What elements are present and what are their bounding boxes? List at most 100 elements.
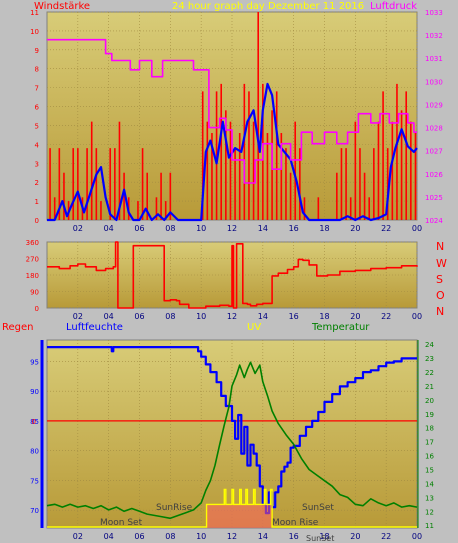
y-left-tick-label: 90 bbox=[30, 289, 39, 297]
x-tick-label: 04 bbox=[104, 312, 114, 321]
moonset-annotation: Moon Set bbox=[100, 518, 143, 528]
y-right-tick-label: 18 bbox=[425, 425, 434, 433]
graph-date-title: 24 hour graph day Dezember 11 2016 bbox=[172, 1, 364, 12]
x-tick-label: 20 bbox=[350, 312, 360, 321]
x-tick-label: 02 bbox=[73, 224, 83, 233]
uv-area bbox=[206, 504, 273, 528]
x-tick-label: 08 bbox=[165, 224, 175, 233]
y-left-tick-label: 3 bbox=[35, 160, 39, 168]
y-left-tick-label: 8 bbox=[35, 66, 39, 74]
x-tick-label: 22 bbox=[381, 312, 391, 321]
y-right-tick-label: 24 bbox=[425, 341, 434, 349]
x-tick-label: 18 bbox=[319, 532, 329, 541]
y-right-tick-label: 1026 bbox=[425, 171, 443, 179]
uv-series-line bbox=[47, 488, 417, 528]
sunset-annotation: SunSet bbox=[302, 503, 334, 513]
compass-n-bottom: N bbox=[436, 305, 444, 318]
y-left-tick-label: 5 bbox=[35, 122, 39, 130]
y-right-tick-label: 1024 bbox=[425, 217, 443, 225]
y-right-tick-label: 22 bbox=[425, 369, 434, 377]
y-left-tick-label: 70 bbox=[30, 507, 39, 515]
humidity-label: Luftfeuchte bbox=[66, 322, 123, 333]
x-tick-label: 10 bbox=[196, 312, 206, 321]
x-tick-label: 22 bbox=[381, 224, 391, 233]
sunrise-annotation: SunRise bbox=[156, 503, 193, 513]
y-right-tick-label: 16 bbox=[425, 453, 434, 461]
compass-w: W bbox=[436, 257, 447, 270]
y-right-tick-label: 1028 bbox=[425, 125, 443, 133]
y-left-tick-label: 360 bbox=[26, 239, 39, 247]
y-left-tick-label: 7 bbox=[35, 85, 39, 93]
astro-annotations: SunRise SunSet Moon Set Moon Rise SunSet bbox=[100, 503, 334, 543]
y-left-tick-label: 85 bbox=[30, 418, 39, 426]
temperatur-series-line bbox=[46, 361, 418, 520]
y-left-tick-label: 270 bbox=[26, 256, 39, 264]
y-right-tick-label: 11 bbox=[425, 522, 434, 530]
y-left-tick-label: 9 bbox=[35, 47, 39, 55]
luftdruck-series-line bbox=[47, 38, 417, 184]
uv-label: UV bbox=[247, 322, 261, 333]
x-tick-label: 00 bbox=[412, 224, 422, 233]
x-tick-label: 16 bbox=[289, 224, 299, 233]
x-tick-label: 18 bbox=[319, 224, 329, 233]
y-left-tick-label: 1 bbox=[35, 198, 39, 206]
wind-pressure-plot-area bbox=[46, 11, 418, 221]
y-left-tick-label: 4 bbox=[35, 141, 40, 149]
series-layer bbox=[46, 12, 418, 528]
compass-labels: N W S O N bbox=[436, 240, 447, 318]
x-tick-label: 14 bbox=[258, 312, 268, 321]
x-tick-label: 20 bbox=[350, 532, 360, 541]
x-tick-label: 12 bbox=[227, 532, 237, 541]
compass-o: O bbox=[436, 289, 445, 302]
x-tick-label: 02 bbox=[73, 532, 83, 541]
x-tick-label: 08 bbox=[165, 532, 175, 541]
grid-layer bbox=[47, 11, 418, 528]
y-left-tick-label: 0 bbox=[35, 305, 39, 313]
x-tick-label: 00 bbox=[412, 312, 422, 321]
x-tick-label: 14 bbox=[258, 532, 268, 541]
y-left-tick-label: 10 bbox=[30, 28, 39, 36]
pressure-label: Luftdruck bbox=[370, 1, 417, 12]
y-left-tick-label: 95 bbox=[30, 358, 39, 366]
y-right-tick-label: 21 bbox=[425, 383, 434, 391]
x-tick-label: 02 bbox=[73, 312, 83, 321]
y-right-tick-label: 20 bbox=[425, 397, 434, 405]
x-tick-label: 18 bbox=[319, 312, 329, 321]
x-tick-label: 06 bbox=[134, 312, 144, 321]
y-right-tick-label: 19 bbox=[425, 411, 434, 419]
y-left-tick-label: 6 bbox=[35, 104, 40, 112]
x-tick-label: 16 bbox=[289, 532, 299, 541]
y-right-tick-label: 1031 bbox=[425, 55, 443, 63]
y-right-tick-label: 14 bbox=[425, 480, 434, 488]
y-right-tick-label: 1025 bbox=[425, 194, 443, 202]
y-right-tick-label: 1032 bbox=[425, 32, 443, 40]
y-right-tick-label: 1027 bbox=[425, 148, 443, 156]
x-tick-label: 10 bbox=[196, 224, 206, 233]
compass-s: S bbox=[436, 273, 443, 286]
y-left-tick-label: 2 bbox=[35, 179, 39, 187]
y-right-tick-label: 17 bbox=[425, 439, 434, 447]
y-right-tick-label: 15 bbox=[425, 467, 434, 475]
x-tick-label: 22 bbox=[381, 532, 391, 541]
x-tick-label: 04 bbox=[104, 532, 114, 541]
axis-labels-layer: 02 04 06 08 10 12 14 16 18 20 22 000123456789101110… bbox=[26, 9, 444, 541]
x-tick-label: 14 bbox=[258, 224, 268, 233]
sunset-footer-annotation: SunSet bbox=[306, 534, 334, 543]
y-right-tick-label: 1030 bbox=[425, 78, 443, 86]
y-right-tick-label: 12 bbox=[425, 508, 434, 516]
y-left-tick-label: 80 bbox=[30, 448, 39, 456]
x-tick-label: 08 bbox=[165, 312, 175, 321]
x-tick-label: 04 bbox=[104, 224, 114, 233]
compass-n-top: N bbox=[436, 240, 444, 253]
y-left-tick-label: 11 bbox=[30, 9, 39, 17]
x-tick-label: 12 bbox=[227, 224, 237, 233]
x-tick-label: 20 bbox=[350, 224, 360, 233]
rain-label: Regen bbox=[2, 322, 34, 333]
wind-strength-label: Windstärke bbox=[34, 1, 90, 12]
x-tick-label: 06 bbox=[134, 224, 144, 233]
x-tick-label: 16 bbox=[289, 312, 299, 321]
y-left-tick-label: 75 bbox=[30, 477, 39, 485]
windstärke-mittel-series-line bbox=[47, 82, 418, 222]
